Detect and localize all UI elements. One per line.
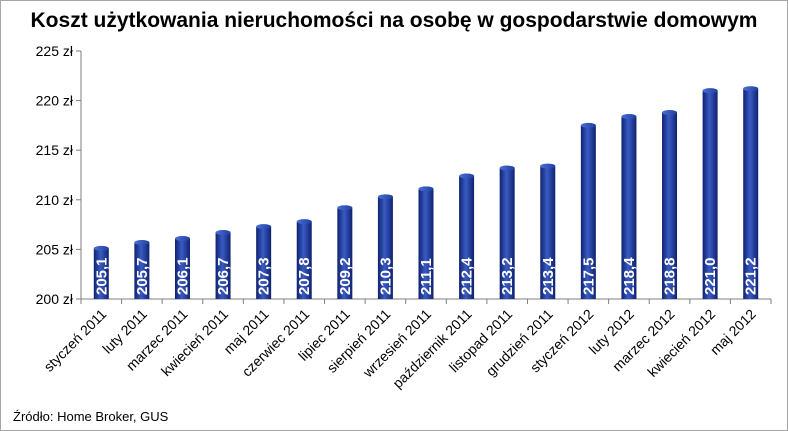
bar-top	[337, 205, 353, 211]
value-label: 221,2	[743, 257, 760, 295]
bar	[662, 112, 678, 299]
bar-top	[662, 110, 678, 116]
bar-group	[296, 219, 312, 299]
bar	[377, 196, 393, 299]
bar-top	[621, 113, 637, 119]
value-label: 207,3	[256, 257, 273, 295]
value-label: 205,1	[93, 257, 110, 295]
bar	[174, 238, 190, 299]
bar-group	[377, 194, 393, 299]
y-tick-label: 225 zł	[36, 43, 74, 59]
value-label: 211,1	[418, 258, 435, 295]
bar-top	[215, 230, 231, 236]
bar-group	[93, 245, 109, 299]
value-label: 206,1	[174, 257, 191, 295]
y-tick-label: 210 zł	[36, 192, 74, 208]
value-label: 213,2	[499, 257, 516, 295]
bar	[93, 248, 109, 299]
bar-group	[256, 224, 272, 299]
bar	[256, 226, 272, 299]
bar	[459, 175, 475, 299]
value-label: 212,4	[459, 257, 476, 295]
bar-top	[296, 219, 312, 225]
bar	[580, 125, 596, 300]
x-tick-label: maj 2012	[707, 306, 759, 358]
bar-group	[580, 122, 596, 300]
bar-group	[174, 235, 190, 299]
bars	[93, 86, 759, 300]
bar-top	[702, 88, 718, 94]
source-note: Źródło: Home Broker, GUS	[13, 409, 169, 424]
bar	[743, 88, 759, 299]
bar-group	[459, 173, 475, 299]
y-tick-label: 220 zł	[36, 93, 74, 109]
bar	[418, 188, 434, 299]
bar	[296, 221, 312, 299]
bar-group	[215, 230, 231, 299]
bar-top	[418, 186, 434, 192]
bar-group	[134, 239, 150, 299]
value-label: 207,8	[296, 257, 313, 295]
bar-top	[580, 122, 596, 128]
bar	[702, 90, 718, 300]
bar-group	[418, 186, 434, 299]
value-label: 213,4	[540, 257, 557, 295]
value-label: 217,5	[580, 257, 597, 295]
axes: 200 zł 205 zł 210 zł 215 zł 220 zł 225 zł	[36, 43, 772, 307]
bar-top	[134, 239, 150, 245]
bar-top	[459, 173, 475, 179]
bar-group	[621, 113, 637, 299]
value-label: 218,8	[662, 257, 679, 295]
bar-top	[499, 165, 515, 171]
y-tick-label: 205 zł	[36, 241, 74, 257]
bar-top	[377, 194, 393, 200]
bar-top	[174, 235, 190, 241]
value-label: 206,7	[215, 257, 232, 295]
bar	[499, 168, 515, 299]
bar-group	[743, 86, 759, 299]
bar-top	[743, 86, 759, 92]
chart-title: Koszt użytkowania nieruchomości na osobę…	[30, 9, 758, 32]
bar	[337, 207, 353, 299]
bar-group	[702, 88, 718, 300]
bar-group	[540, 163, 556, 299]
bar-top	[93, 245, 109, 251]
bar-group	[499, 165, 515, 299]
y-tick-label: 200 zł	[36, 291, 74, 307]
bar-group	[662, 110, 678, 299]
bar	[621, 116, 637, 299]
bar	[215, 232, 231, 299]
value-label: 218,4	[621, 257, 638, 295]
value-label: 221,0	[702, 257, 719, 295]
bar-top	[540, 163, 556, 169]
bar	[540, 166, 556, 299]
x-tick-label: styczeń 2011	[40, 306, 109, 375]
bar	[134, 242, 150, 299]
value-label: 210,3	[377, 257, 394, 295]
bar-top	[256, 224, 272, 230]
bar-group	[337, 205, 353, 299]
value-label: 205,7	[134, 257, 151, 295]
value-label: 209,2	[337, 257, 354, 295]
y-tick-label: 215 zł	[36, 142, 74, 158]
